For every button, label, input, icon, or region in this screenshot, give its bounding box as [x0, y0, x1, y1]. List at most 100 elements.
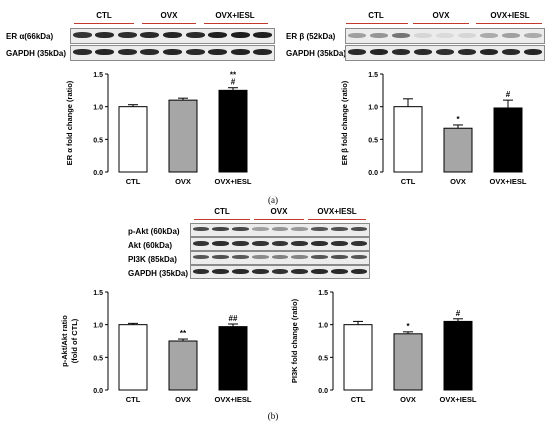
- y-tick-label: 0.0: [93, 170, 103, 177]
- blot-band: [479, 49, 499, 55]
- akt-blot-strip: [190, 237, 370, 251]
- akt-group-ovx: OVX: [270, 207, 288, 216]
- bar: [443, 127, 473, 173]
- blot-band: [163, 49, 182, 55]
- blot-band: [350, 240, 368, 246]
- panel-b-caption: (b): [267, 411, 279, 421]
- er-beta-blot-strip: [345, 28, 545, 44]
- blot-band: [140, 32, 160, 38]
- category-label: OVX: [400, 395, 416, 404]
- blot-band: [72, 32, 92, 38]
- blot-band: [331, 240, 348, 246]
- blot-band: [192, 255, 210, 259]
- blot-band: [291, 240, 309, 246]
- bar: [168, 99, 198, 173]
- blot-band: [350, 268, 368, 274]
- blot-band: [208, 32, 228, 38]
- blot-band: [212, 240, 229, 246]
- blot-band: [271, 240, 289, 246]
- significance-mark: ##: [229, 314, 238, 323]
- blot-band: [140, 49, 160, 55]
- blot-band: [350, 255, 368, 259]
- er-beta-gapdh-blot-strip: [345, 45, 545, 61]
- blot-band: [192, 227, 210, 231]
- bar: [168, 340, 198, 391]
- akt-group-line-ovx: [254, 219, 304, 220]
- significance-mark: #: [231, 78, 236, 87]
- er-beta-group-ctl: CTL: [368, 11, 384, 20]
- blot-band: [435, 49, 455, 55]
- blot-band: [212, 268, 229, 274]
- bar: [218, 89, 248, 173]
- blot-band: [253, 49, 273, 55]
- akt-group-ctl: CTL: [214, 207, 230, 216]
- blot-band: [347, 49, 367, 55]
- blot-band: [95, 49, 115, 55]
- blot-band: [95, 32, 115, 38]
- blot-band: [347, 32, 367, 38]
- blot-band: [251, 240, 269, 246]
- category-label: OVX+IESL: [440, 395, 477, 404]
- y-tick-label: 1.5: [93, 290, 103, 297]
- blot-band: [253, 32, 273, 38]
- bar: [393, 106, 423, 173]
- blot-band: [230, 49, 250, 55]
- er-beta-group-ovx-iesl: OVX+IESL: [490, 11, 530, 20]
- blot-band: [311, 255, 328, 259]
- category-label: OVX+IESL: [215, 177, 252, 186]
- blot-band: [163, 32, 182, 38]
- y-tick-label: 1.5: [368, 72, 378, 79]
- blot-band: [117, 49, 137, 55]
- blot-band: [192, 240, 210, 246]
- akt-gapdh-blot-strip: [190, 265, 370, 279]
- bar: [393, 333, 423, 391]
- akt-row-label: Akt (60kDa): [128, 241, 173, 250]
- er-alpha-group-line-ovx-iesl: [204, 23, 268, 24]
- y-tick-label: 1.0: [368, 105, 378, 112]
- y-axis-label: PI3K fold change (ratio): [290, 298, 299, 383]
- p-akt-blot-strip: [190, 223, 370, 237]
- blot-band: [232, 268, 249, 274]
- blot-band: [311, 268, 328, 274]
- category-label: OVX: [450, 177, 466, 186]
- blot-band: [391, 49, 411, 55]
- significance-mark: *: [456, 115, 460, 124]
- blot-band: [230, 32, 250, 38]
- er-beta-gapdh-row-label: GAPDH (35kDa): [286, 49, 347, 58]
- er-alpha-gapdh-row-label: GAPDH (35kDa): [6, 49, 67, 58]
- y-tick-label: 1.5: [318, 290, 328, 297]
- bar: [118, 324, 148, 391]
- blot-band: [232, 255, 249, 259]
- category-label: CTL: [401, 177, 416, 186]
- blot-band: [212, 227, 229, 231]
- blot-band: [331, 268, 348, 274]
- bar: [493, 107, 523, 173]
- p-akt-row-label: p-Akt (60kDa): [128, 227, 180, 236]
- er-alpha-group-ovx-iesl: OVX+IESL: [215, 11, 255, 20]
- blot-band: [435, 32, 455, 38]
- blot-band: [72, 49, 92, 55]
- er-alpha-group-ctl: CTL: [96, 11, 112, 20]
- blot-band: [523, 49, 543, 55]
- blot-band: [331, 227, 348, 231]
- blot-band: [271, 227, 289, 231]
- blot-band: [311, 227, 328, 231]
- blot-band: [208, 49, 228, 55]
- y-tick-label: 1.0: [93, 105, 103, 112]
- er-beta-group-line-ovx: [413, 23, 469, 24]
- blot-band: [291, 227, 309, 231]
- blot-band: [479, 32, 499, 38]
- blot-band: [251, 227, 269, 231]
- blot-band: [501, 32, 521, 38]
- significance-mark: **: [180, 329, 187, 338]
- blot-band: [185, 49, 205, 55]
- blot-band: [192, 268, 210, 274]
- er-beta-group-line-ovx-iesl: [476, 23, 542, 24]
- blot-band: [232, 240, 249, 246]
- bar: [343, 324, 373, 391]
- er-beta-row-label: ER β (52kDa): [286, 32, 336, 41]
- category-label: OVX+IESL: [490, 177, 527, 186]
- panel-a-caption: (a): [268, 195, 278, 205]
- y-axis-label: p-Akt/Akt ratio: [60, 315, 69, 367]
- y-axis-label: ER β fold change (ratio): [340, 80, 349, 165]
